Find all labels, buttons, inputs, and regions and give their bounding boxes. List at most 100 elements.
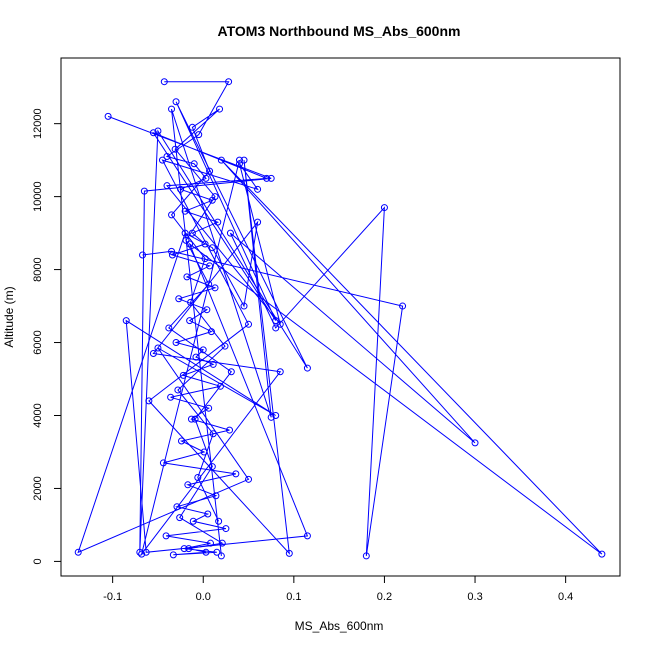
- data-point: [159, 459, 167, 467]
- x-tick-label: 0.1: [286, 591, 301, 603]
- data-point: [180, 545, 188, 553]
- data-point: [188, 123, 196, 131]
- data-point: [254, 218, 262, 226]
- data-point: [202, 548, 210, 556]
- data-point: [149, 129, 157, 137]
- data-point: [173, 503, 181, 511]
- data-point: [471, 439, 479, 447]
- series-lines: [77, 81, 603, 556]
- y-tick-label: 6000: [32, 330, 44, 354]
- data-point: [209, 430, 217, 438]
- data-point: [154, 344, 162, 352]
- data-point: [303, 364, 311, 372]
- data-point: [217, 156, 225, 164]
- data-point: [211, 193, 219, 201]
- data-point: [225, 78, 233, 86]
- y-tick-label: 4000: [32, 403, 44, 427]
- data-point: [171, 145, 179, 153]
- data-point: [206, 262, 214, 270]
- data-point: [227, 368, 235, 376]
- data-point: [189, 517, 197, 525]
- data-point: [160, 78, 168, 86]
- data-point: [211, 284, 219, 292]
- data-point: [245, 475, 253, 483]
- x-tick-label: 0.0: [196, 591, 211, 603]
- data-point: [226, 229, 234, 237]
- data-point: [245, 320, 253, 328]
- data-point: [217, 552, 225, 560]
- data-point: [163, 182, 171, 190]
- plot-frame: [60, 57, 621, 577]
- data-point: [200, 448, 208, 456]
- data-point: [138, 550, 146, 558]
- data-point: [206, 167, 214, 175]
- data-point: [181, 207, 189, 215]
- x-axis: -0.1 0.0 0.1 0.2 0.3 0.4: [103, 575, 573, 603]
- y-tick-label: 8000: [32, 257, 44, 281]
- x-tick-label: -0.1: [103, 591, 122, 603]
- data-point: [183, 273, 191, 281]
- data-point: [214, 218, 222, 226]
- data-point: [598, 550, 606, 558]
- data-point: [195, 131, 203, 139]
- data-point: [145, 397, 153, 405]
- data-point: [169, 551, 177, 559]
- chart-title: ATOM3 Northbound MS_Abs_600nm: [218, 23, 461, 39]
- x-tick-label: 0.2: [377, 591, 392, 603]
- data-point: [216, 105, 224, 113]
- data-point: [184, 481, 192, 489]
- data-point: [226, 426, 234, 434]
- data-point: [285, 549, 293, 557]
- data-point: [181, 229, 189, 237]
- data-point: [235, 160, 243, 168]
- data-point: [158, 156, 166, 164]
- data-point: [182, 236, 190, 244]
- data-point: [172, 98, 180, 106]
- series-points: [74, 78, 606, 560]
- series-line: [163, 81, 237, 556]
- data-point: [168, 251, 176, 259]
- data-point: [187, 298, 195, 306]
- data-point: [186, 240, 194, 248]
- data-point: [205, 280, 213, 288]
- data-point: [187, 415, 195, 423]
- data-point: [215, 517, 223, 525]
- data-point: [272, 411, 280, 419]
- data-point: [162, 532, 170, 540]
- data-point: [167, 393, 175, 401]
- data-point: [380, 204, 388, 212]
- data-point: [165, 324, 173, 332]
- data-point: [276, 368, 284, 376]
- data-point: [201, 240, 209, 248]
- data-point: [168, 105, 176, 113]
- data-point: [176, 514, 184, 522]
- data-point: [218, 539, 226, 547]
- data-point: [74, 548, 82, 556]
- data-point: [206, 539, 214, 547]
- data-point: [222, 525, 230, 533]
- data-point: [168, 211, 176, 219]
- data-point: [263, 174, 271, 182]
- data-point: [267, 413, 275, 421]
- data-point: [192, 353, 200, 361]
- y-tick-label: 10000: [32, 181, 44, 212]
- data-point: [104, 112, 112, 120]
- data-point: [399, 302, 407, 310]
- data-point: [194, 474, 202, 482]
- data-point: [177, 185, 185, 193]
- data-point: [163, 152, 171, 160]
- data-point: [221, 342, 229, 350]
- data-point: [139, 251, 147, 259]
- data-point: [276, 320, 284, 328]
- data-point: [191, 415, 199, 423]
- data-point: [235, 156, 243, 164]
- data-point: [154, 127, 162, 135]
- x-axis-label: MS_Abs_600nm: [295, 619, 384, 633]
- data-point: [188, 229, 196, 237]
- data-point: [240, 156, 248, 164]
- data-point: [179, 371, 187, 379]
- y-tick-label: 12000: [32, 108, 44, 139]
- data-point: [168, 247, 176, 255]
- data-point: [205, 404, 213, 412]
